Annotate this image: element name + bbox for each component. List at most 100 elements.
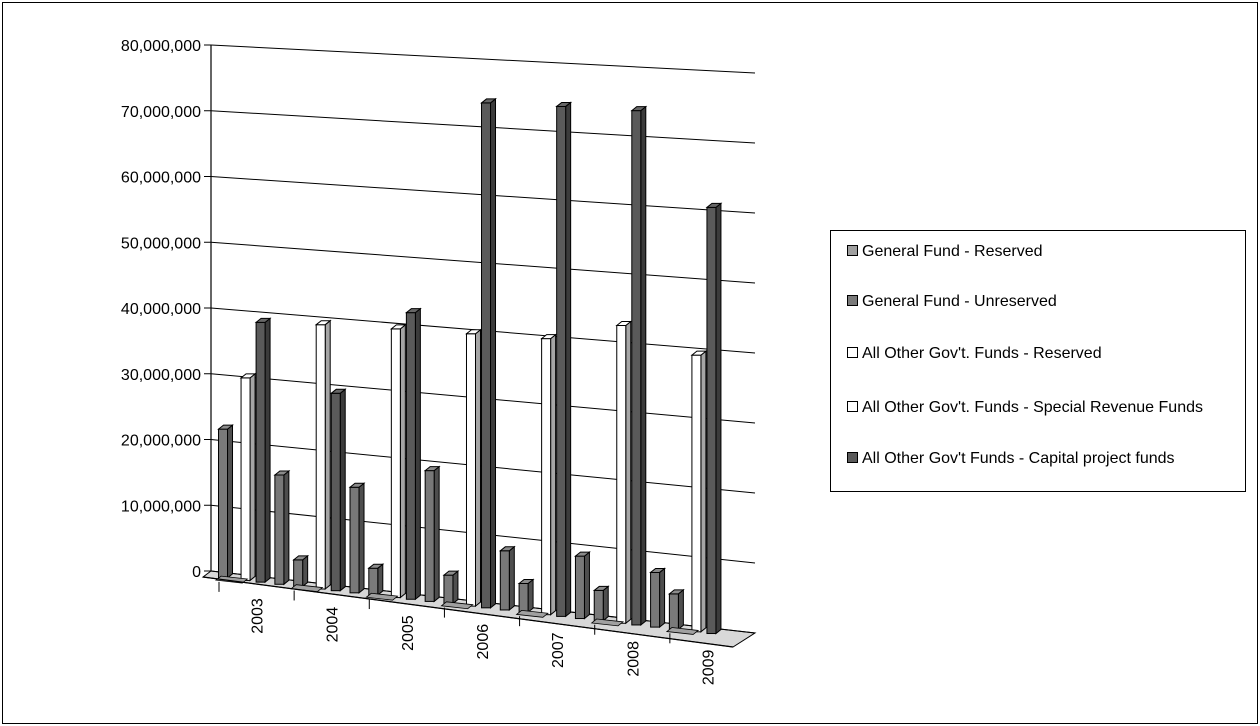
bar: [518, 582, 529, 613]
bar: [274, 474, 285, 585]
legend-swatch: [847, 452, 858, 463]
bar-top: [404, 308, 422, 314]
bar-top: [239, 373, 257, 379]
gridline: [210, 44, 756, 74]
bar: [255, 321, 266, 583]
bar-top: [292, 555, 310, 561]
legend-swatch: [847, 401, 858, 412]
y-tick-label: 70,000,000: [121, 104, 201, 121]
bar: [330, 392, 341, 592]
bar-top: [615, 321, 633, 327]
legend-entry-capital-project-funds: All Other Gov't Funds - Capital project …: [847, 449, 1242, 469]
bar-side: [625, 320, 632, 625]
bar-side: [452, 570, 459, 605]
legend-label: General Fund - Unreserved: [862, 293, 1057, 310]
legend-swatch: [847, 347, 858, 358]
bar-side: [602, 585, 609, 622]
x-axis-line: [202, 576, 734, 648]
bar-side: [677, 588, 684, 631]
legend-entry-other-funds-reserved: All Other Gov't. Funds - Reserved: [847, 344, 1242, 364]
x-tick-label: 2009: [700, 649, 717, 685]
y-tick-label: 10,000,000: [121, 498, 201, 515]
bar-top: [329, 388, 347, 394]
legend-label: All Other Gov't. Funds - Reserved: [862, 345, 1102, 362]
x-tick-label: 2003: [250, 598, 267, 634]
bar: [481, 102, 492, 609]
bar-top: [690, 350, 708, 356]
bar-top: [348, 482, 366, 488]
bar-side: [490, 97, 497, 609]
bar-top: [442, 570, 460, 576]
bar: [424, 470, 435, 602]
bar: [405, 312, 416, 600]
x-tick-label: 2005: [400, 615, 417, 651]
bar: [556, 105, 567, 617]
bar-top: [630, 106, 648, 112]
bar: [650, 571, 661, 628]
bar: [218, 428, 229, 579]
x-tick-label: 2008: [625, 641, 642, 677]
bar-side: [324, 319, 331, 591]
bar: [349, 486, 360, 594]
legend-label: All Other Gov't Funds - Capital project …: [862, 450, 1175, 467]
y-tick-label: 80,000,000: [121, 38, 201, 55]
bar-top: [667, 589, 685, 595]
bar-chart: 0 10,000,000 20,000,000 30,000,000 40,000,00…: [121, 38, 757, 685]
y-tick-label: 50,000,000: [121, 235, 201, 252]
bar-side: [474, 328, 481, 608]
bar-top: [705, 202, 723, 208]
bar-side: [249, 372, 256, 582]
x-tick-label: 2006: [475, 624, 492, 660]
bar: [465, 333, 476, 607]
bar: [390, 328, 401, 599]
bar-side: [640, 105, 647, 626]
bar: [593, 589, 604, 622]
bar-top: [465, 329, 482, 335]
bar: [368, 567, 379, 596]
bar-general-fund-reserved: [515, 609, 549, 618]
bar-top: [367, 563, 385, 569]
bar-side: [339, 388, 346, 592]
bar-top: [555, 101, 573, 107]
bar-top: [217, 424, 234, 430]
bar-side: [283, 469, 290, 586]
bar: [706, 206, 717, 635]
bar-side: [302, 554, 309, 588]
bar-side: [527, 578, 534, 614]
bar-side: [715, 202, 722, 635]
chart-legend: General Fund - Reserved General Fund - U…: [830, 230, 1246, 492]
bar-side: [550, 333, 557, 616]
bar: [293, 559, 304, 587]
bar-side: [264, 317, 271, 584]
bar-side: [377, 563, 384, 597]
bar: [616, 325, 627, 624]
bar: [631, 110, 642, 626]
bar: [240, 377, 251, 581]
bar-top: [480, 98, 497, 104]
bar-top: [423, 466, 441, 472]
bar-side: [583, 551, 590, 620]
legend-label: All Other Gov't. Funds - Special Revenue…: [862, 399, 1203, 416]
legend-entry-special-revenue-funds: All Other Gov't. Funds - Special Revenue…: [847, 398, 1242, 418]
legend-label: General Fund - Reserved: [862, 243, 1043, 260]
legend-swatch: [847, 245, 858, 256]
bar-top: [314, 320, 332, 326]
y-tick-label: 0: [192, 564, 201, 581]
bar: [443, 574, 454, 605]
bar-side: [399, 323, 406, 599]
bar-side: [659, 567, 666, 629]
bar: [315, 324, 326, 590]
bar-top: [540, 334, 558, 340]
bar: [691, 354, 702, 633]
legend-swatch: [847, 295, 858, 306]
bar-top: [649, 567, 667, 573]
bar-top: [498, 546, 516, 552]
bar: [668, 593, 679, 630]
legend-entry-general-fund-reserved: General Fund - Reserved: [847, 242, 1242, 262]
legend-entry-general-fund-unreserved: General Fund - Unreserved: [847, 292, 1242, 312]
bar-side: [508, 545, 515, 612]
bar: [541, 338, 552, 616]
bar-side: [358, 482, 365, 594]
bar-general-fund-reserved: [665, 627, 700, 635]
bar-top: [389, 324, 407, 330]
